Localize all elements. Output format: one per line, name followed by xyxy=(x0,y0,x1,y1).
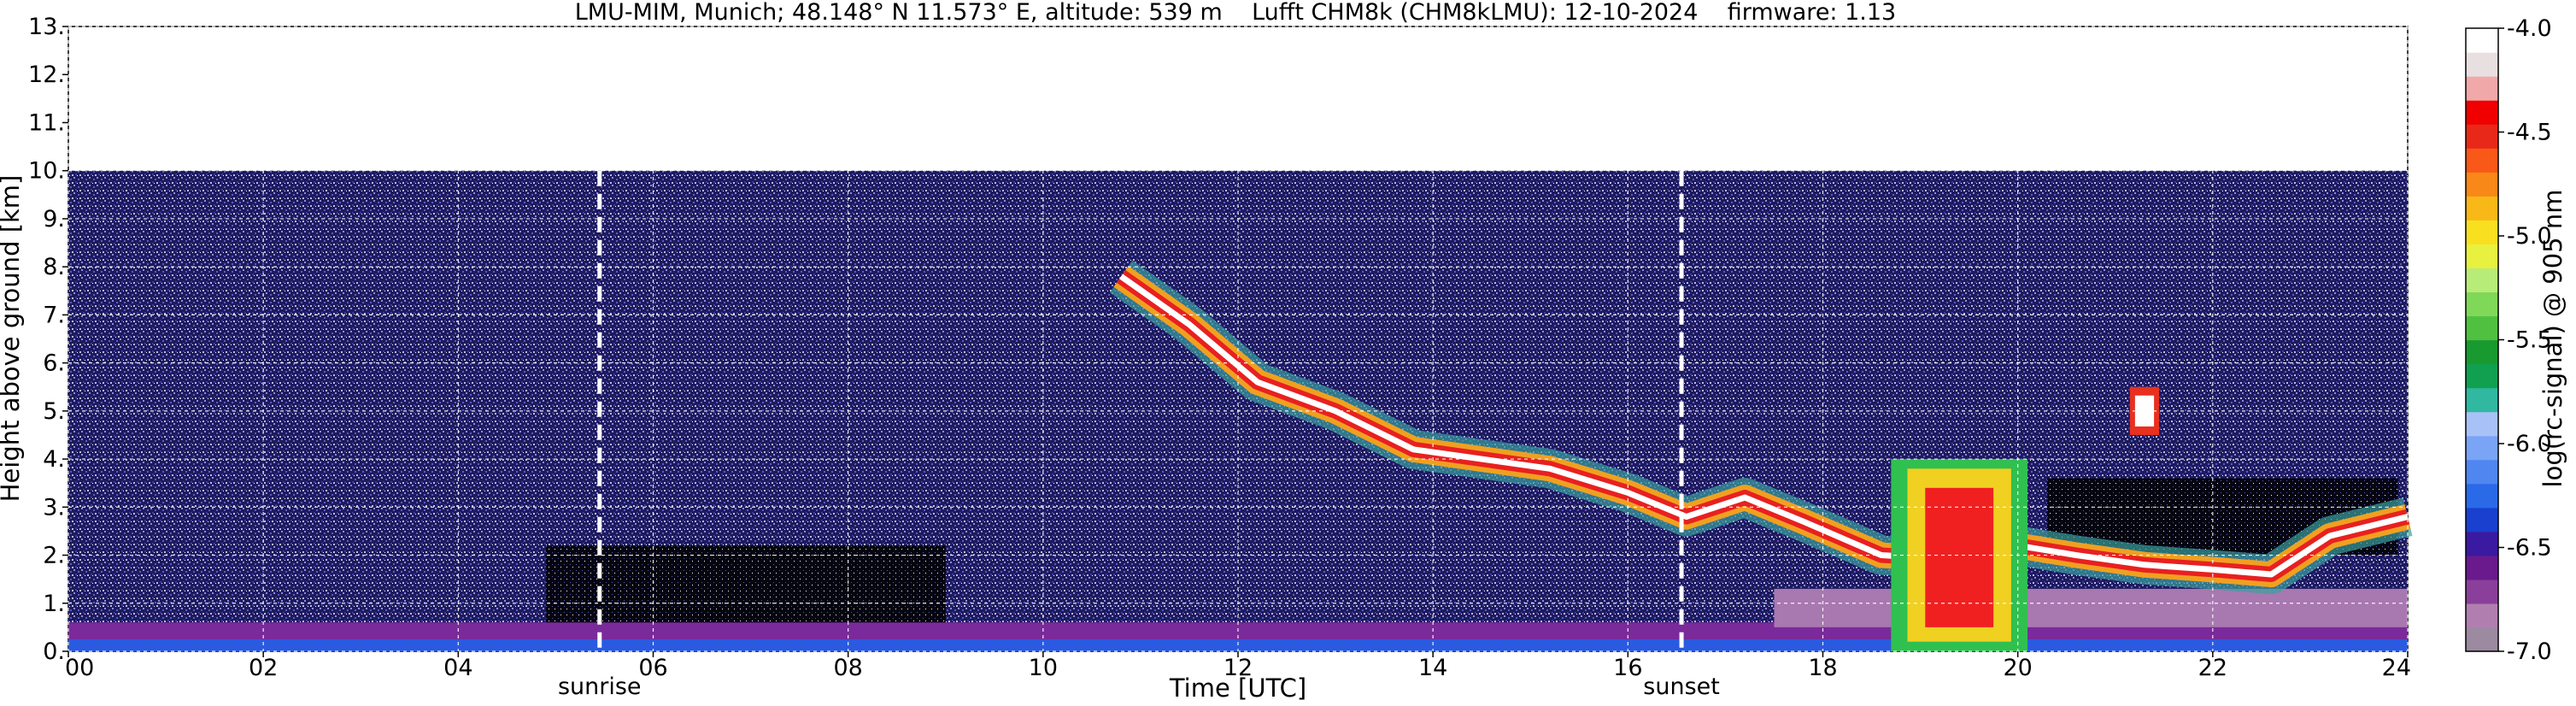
colorbar-swatch xyxy=(2466,411,2498,437)
y-tick-label: 4. xyxy=(43,446,65,473)
x-tick-label: 10 xyxy=(1029,655,1058,681)
y-ticks: 0. 1. 2. 3. 4. 5. 6. 7. 8. 9. 10. 11. 12. 13. xyxy=(28,14,68,665)
grid-lines xyxy=(67,26,2409,652)
colorbar-tick-label: -7.0 xyxy=(2507,638,2552,665)
colorbar-swatch xyxy=(2466,603,2498,628)
y-tick-label: 6. xyxy=(43,350,65,377)
sunrise-label: sunrise xyxy=(558,674,642,700)
cloud-band-peak xyxy=(1119,274,2409,578)
colorbar: -4.0 -4.5 -5.0 -5.5 -6.0 -6.5 -7.0 xyxy=(2465,15,2552,665)
colorbar-swatch xyxy=(2466,172,2498,197)
y-tick-label: 13. xyxy=(28,14,65,40)
colorbar-swatch xyxy=(2466,100,2498,125)
colorbar-swatch xyxy=(2466,387,2498,413)
y-tick-label: 5. xyxy=(43,398,65,425)
x-tick-label: 20 xyxy=(2003,655,2032,681)
colorbar-tick-label: -4.5 xyxy=(2507,120,2552,146)
y-tick-label: 12. xyxy=(28,62,65,88)
x-tick-label: 00 xyxy=(65,655,94,681)
colorbar-label: log(rc-signal) @ 905 nm xyxy=(2538,190,2567,488)
x-tick-label: 12 xyxy=(1223,655,1253,681)
colorbar-swatch xyxy=(2466,363,2498,389)
colorbar-swatch xyxy=(2466,507,2498,532)
x-tick-label: 08 xyxy=(833,655,862,681)
y-tick-label: 11. xyxy=(28,109,65,136)
colorbar-swatch xyxy=(2466,148,2498,173)
colorbar-swatch xyxy=(2466,459,2498,485)
x-tick-label: 16 xyxy=(1613,655,1642,681)
colorbar-swatch xyxy=(2466,196,2498,221)
x-tick-label: 14 xyxy=(1418,655,1447,681)
colorbar-swatch xyxy=(2466,531,2498,556)
colorbar-swatch xyxy=(2466,315,2498,341)
convective-cloud-core xyxy=(1925,487,1994,627)
sun-markers: sunrise sunset xyxy=(558,170,1720,700)
colorbar-swatch xyxy=(2466,244,2498,268)
colorbar-swatch xyxy=(2466,28,2498,53)
y-tick-label: 1. xyxy=(43,591,65,617)
colorbar-swatch xyxy=(2466,483,2498,509)
y-tick-label: 10. xyxy=(28,158,65,185)
x-tick-label: 06 xyxy=(638,655,667,681)
colorbar-tick-label: -5.0 xyxy=(2507,223,2552,250)
colorbar-tick-label: -5.5 xyxy=(2507,327,2552,354)
x-tick-label: 02 xyxy=(249,655,278,681)
colorbar-swatch xyxy=(2466,435,2498,461)
x-tick-label: 18 xyxy=(1808,655,1837,681)
y-tick-label: 2. xyxy=(43,543,65,569)
y-tick-label: 8. xyxy=(43,254,65,280)
isolated-cloud-core xyxy=(2134,395,2155,427)
evening-aerosol-layer xyxy=(1774,588,2408,627)
chart-title: LMU-MIM, Munich; 48.148° N 11.573° E, al… xyxy=(575,0,1896,26)
colorbar-swatch xyxy=(2466,555,2498,580)
y-tick-label: 7. xyxy=(43,302,65,328)
colorbar-swatch xyxy=(2466,291,2498,317)
colorbar-swatch xyxy=(2466,268,2498,293)
colorbar-tick-label: -6.0 xyxy=(2507,431,2552,457)
sunset-label: sunset xyxy=(1643,674,1720,700)
colorbar-tick-label: -4.0 xyxy=(2507,15,2552,42)
colorbar-swatch xyxy=(2466,220,2498,244)
colorbar-swatch xyxy=(2466,76,2498,101)
x-tick-label: 22 xyxy=(2198,655,2227,681)
colorbar-swatch xyxy=(2466,579,2498,604)
x-axis-label: Time [UTC] xyxy=(1169,674,1306,703)
colorbar-swatch xyxy=(2466,627,2498,652)
x-ticks: 00 02 04 06 08 10 12 14 16 18 20 22 24 xyxy=(65,651,2411,681)
y-tick-label: 9. xyxy=(43,206,65,232)
colorbar-tick-label: -6.5 xyxy=(2507,535,2552,562)
x-tick-label: 04 xyxy=(443,655,472,681)
x-tick-label: 24 xyxy=(2382,655,2411,681)
colorbar-swatch xyxy=(2466,339,2498,365)
colorbar-swatch xyxy=(2466,52,2498,77)
colorbar-swatch xyxy=(2466,124,2498,149)
y-tick-label: 0. xyxy=(43,638,65,665)
y-axis-label: Height above ground [km] xyxy=(0,175,25,503)
y-tick-label: 3. xyxy=(43,494,65,521)
